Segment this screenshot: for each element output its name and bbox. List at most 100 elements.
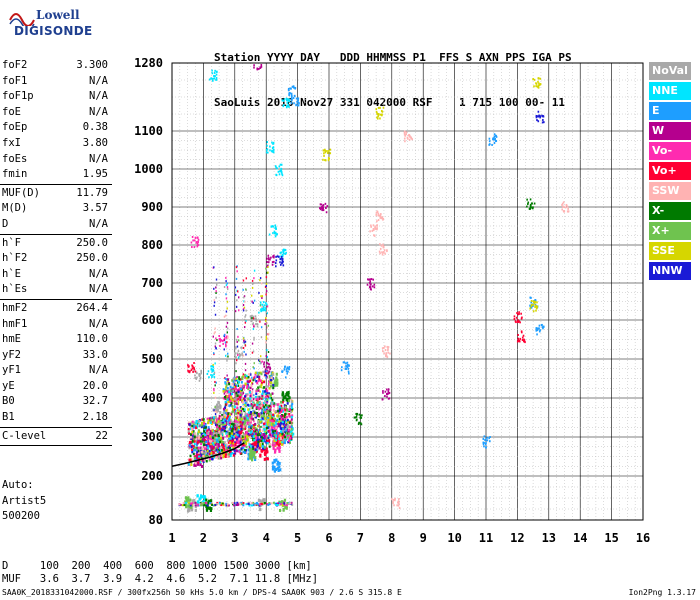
echo-point bbox=[486, 439, 489, 442]
echo-point bbox=[220, 339, 222, 342]
echo-point bbox=[261, 429, 264, 432]
echo-point bbox=[493, 135, 496, 138]
echo-point bbox=[226, 415, 229, 418]
parameter-row: hmF2 264.4 bbox=[0, 301, 112, 317]
es-band-point bbox=[278, 502, 281, 505]
es-band-point bbox=[247, 501, 250, 504]
echo-point bbox=[257, 379, 260, 383]
echo-point bbox=[280, 414, 283, 418]
echo-point bbox=[259, 359, 261, 362]
echo-point bbox=[187, 504, 190, 508]
echo-point bbox=[199, 431, 202, 435]
echo-point bbox=[278, 437, 281, 441]
echo-point bbox=[200, 447, 203, 450]
es-band-point bbox=[283, 502, 286, 505]
echo-point bbox=[216, 432, 219, 435]
echo-point bbox=[184, 502, 187, 506]
echo-point bbox=[249, 373, 252, 376]
echo-point bbox=[369, 230, 371, 233]
echo-point bbox=[266, 402, 268, 405]
echo-point bbox=[282, 410, 285, 413]
echo-point bbox=[253, 269, 256, 272]
echo-point bbox=[324, 151, 327, 154]
echo-point bbox=[262, 305, 264, 308]
echo-point bbox=[245, 448, 248, 452]
echo-point bbox=[265, 422, 269, 426]
echo-point bbox=[286, 402, 289, 405]
echo-point bbox=[239, 395, 243, 399]
echo-point bbox=[246, 393, 249, 396]
echo-point bbox=[228, 437, 231, 441]
echo-point bbox=[268, 370, 271, 373]
echo-point bbox=[346, 363, 349, 366]
echo-point bbox=[242, 307, 245, 310]
echo-point bbox=[286, 432, 289, 435]
echo-point bbox=[493, 138, 495, 141]
echo-point bbox=[273, 402, 276, 405]
echo-point bbox=[266, 322, 268, 325]
echo-point bbox=[369, 288, 372, 291]
echo-point bbox=[191, 499, 194, 503]
echo-point bbox=[255, 389, 258, 393]
echo-point bbox=[256, 375, 259, 379]
echo-point bbox=[220, 438, 223, 442]
echo-point bbox=[288, 421, 291, 425]
echo-point bbox=[268, 409, 271, 413]
echo-point bbox=[271, 371, 274, 375]
echo-point bbox=[297, 97, 300, 100]
echo-point bbox=[223, 333, 226, 336]
echo-point bbox=[213, 441, 216, 444]
echo-point bbox=[260, 326, 263, 329]
echo-point bbox=[269, 433, 272, 437]
echo-point bbox=[248, 408, 251, 411]
echo-point bbox=[225, 401, 228, 404]
echo-point bbox=[192, 366, 195, 369]
echo-point bbox=[266, 400, 269, 403]
echo-point bbox=[227, 453, 230, 456]
echo-point bbox=[292, 85, 295, 88]
echo-point bbox=[204, 445, 207, 449]
echo-point bbox=[225, 280, 227, 283]
echo-point bbox=[237, 318, 239, 321]
echo-point bbox=[542, 325, 545, 328]
echo-point bbox=[240, 431, 243, 435]
echo-point bbox=[482, 441, 485, 444]
echo-point bbox=[244, 300, 246, 303]
echo-point bbox=[526, 205, 528, 208]
echo-point bbox=[279, 169, 282, 172]
echo-point bbox=[241, 399, 244, 402]
echo-point bbox=[221, 414, 224, 417]
es-band-point bbox=[258, 503, 261, 506]
echo-point bbox=[253, 420, 255, 423]
es-band-point bbox=[280, 503, 283, 506]
echo-point bbox=[213, 373, 215, 376]
echo-point bbox=[249, 386, 252, 390]
echo-point bbox=[535, 116, 538, 119]
echo-point bbox=[272, 413, 275, 417]
echo-point bbox=[281, 99, 284, 102]
echo-point bbox=[322, 158, 324, 161]
echo-point bbox=[482, 443, 485, 446]
echo-point bbox=[377, 113, 380, 116]
echo-point bbox=[233, 399, 236, 402]
echo-point bbox=[253, 394, 255, 397]
echo-point bbox=[361, 414, 363, 417]
echo-point bbox=[280, 255, 283, 258]
echo-point bbox=[258, 405, 261, 408]
echo-point bbox=[251, 451, 254, 455]
x-tick-label: 6 bbox=[325, 531, 332, 545]
echo-point bbox=[297, 99, 299, 102]
echo-point bbox=[237, 398, 239, 401]
echo-point bbox=[242, 425, 245, 428]
echo-point bbox=[530, 300, 533, 303]
station-header: Station YYYY DAY DDD HHMMSS P1 FFS S AXN… bbox=[214, 20, 572, 125]
echo-point bbox=[536, 301, 538, 304]
echo-point bbox=[492, 137, 494, 140]
echo-point bbox=[539, 329, 541, 332]
y-tick-label: 1100 bbox=[134, 124, 163, 138]
echo-point bbox=[240, 407, 243, 410]
echo-point bbox=[272, 225, 275, 228]
echo-point bbox=[276, 418, 279, 422]
echo-point bbox=[232, 454, 235, 457]
echo-point bbox=[231, 379, 234, 382]
